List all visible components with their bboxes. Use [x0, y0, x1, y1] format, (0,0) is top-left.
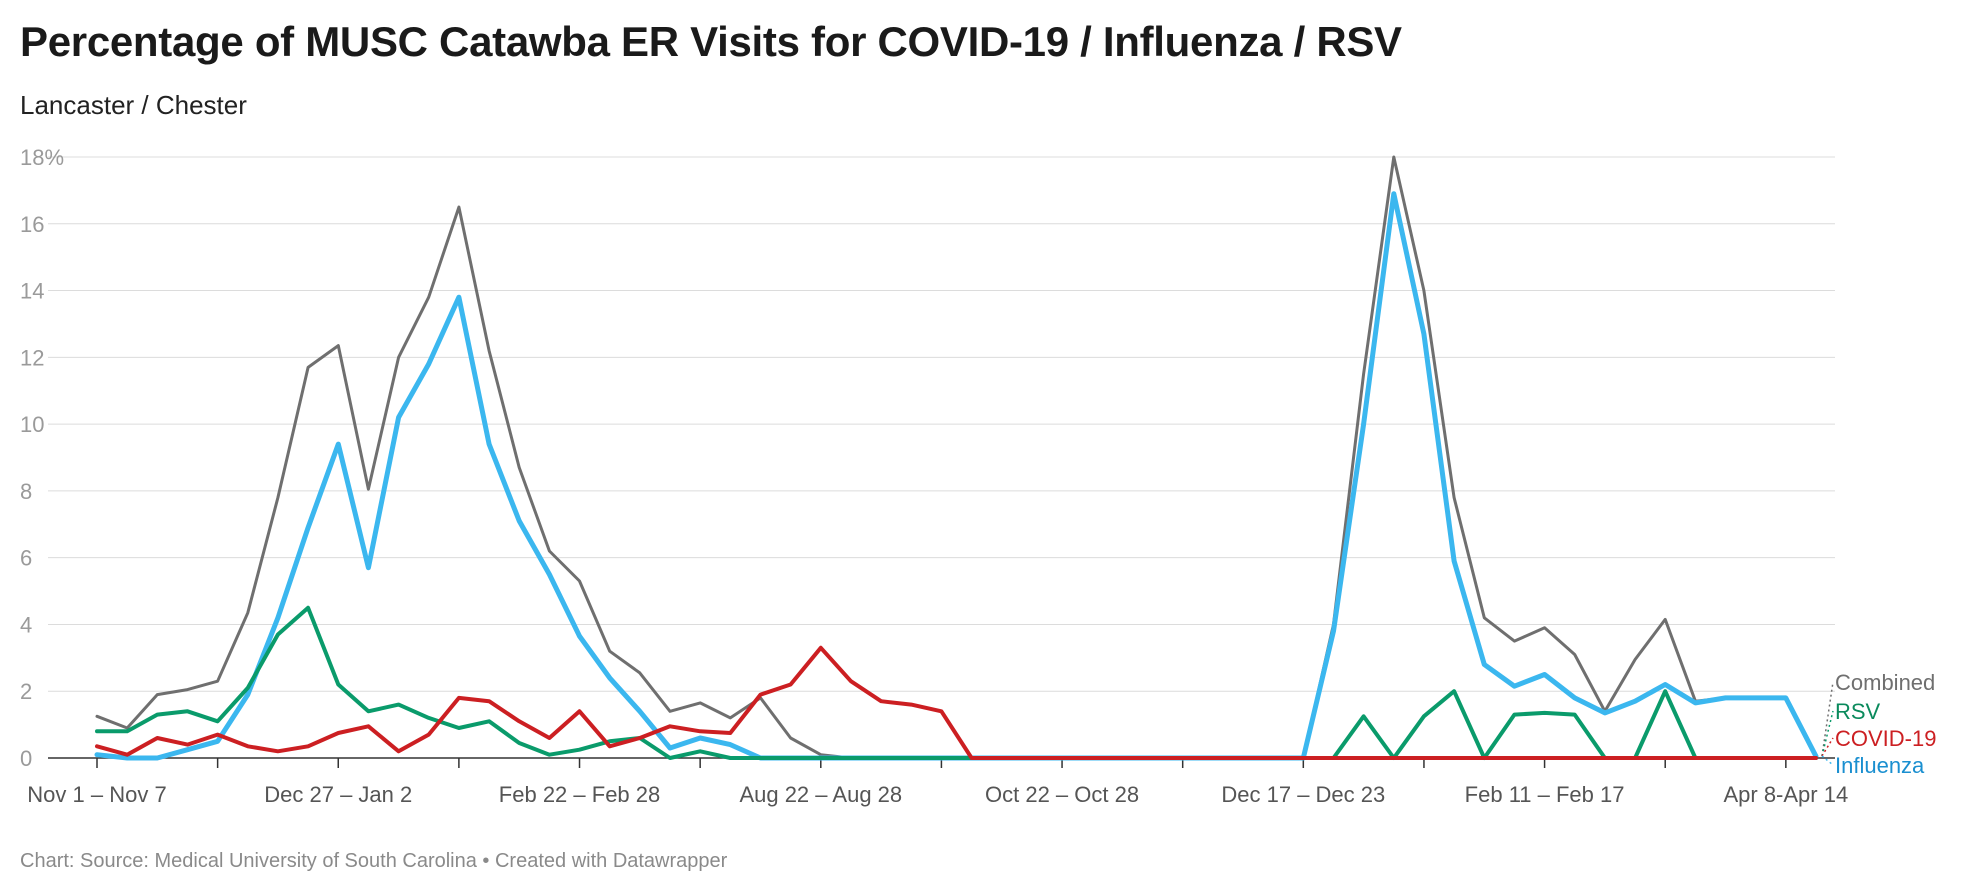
y-tick-label: 6: [20, 546, 32, 571]
chart-title: Percentage of MUSC Catawba ER Visits for…: [20, 18, 1402, 65]
y-tick-label: 16: [20, 212, 44, 237]
gridlines: [48, 156, 1835, 759]
y-tick-label: 4: [20, 612, 32, 637]
label-connector: [1821, 737, 1834, 757]
series-lines: [94, 155, 1819, 761]
y-axis: 18% 16 14 12 10 8 6 4 2 0: [20, 145, 64, 771]
y-tick-label: 0: [20, 746, 32, 771]
x-axis: Nov 1 – Nov 7 Dec 27 – Jan 2 Feb 22 – Feb …: [27, 758, 1848, 807]
chart-footer: Chart: Source: Medical University of Sou…: [20, 850, 728, 872]
y-tick-label: 12: [20, 345, 44, 370]
series-line-rsv: [95, 605, 1818, 760]
y-tick-label: 18%: [20, 145, 64, 170]
y-tick-label: 14: [20, 279, 44, 304]
y-tick-label: 10: [20, 412, 44, 437]
x-tick-label: Oct 22 – Oct 28: [985, 782, 1139, 807]
x-tick-label: Nov 1 – Nov 7: [27, 782, 166, 807]
line-chart: 18% 16 14 12 10 8 6 4 2 0 Nov 1 – Nov 7 Dec 27 – J…: [20, 145, 1936, 807]
y-tick-label: 8: [20, 479, 32, 504]
label-connector: [1821, 710, 1834, 757]
x-tick-label: Dec 27 – Jan 2: [264, 782, 412, 807]
series-label-covid-19: COVID-19: [1835, 726, 1936, 751]
label-connector: [1821, 755, 1834, 766]
label-connector: [1821, 681, 1834, 757]
series-line-covid-19: [95, 645, 1818, 760]
y-tick-label: 2: [20, 679, 32, 704]
x-tick-label: Aug 22 – Aug 28: [739, 782, 902, 807]
series-label-influenza: Influenza: [1835, 753, 1925, 778]
series-label-combined: Combined: [1835, 670, 1935, 695]
series-label-rsv: RSV: [1835, 699, 1881, 724]
series-line-combined: [95, 155, 1818, 760]
x-tick-label: Feb 22 – Feb 28: [499, 782, 660, 807]
x-tick-label: Dec 17 – Dec 23: [1221, 782, 1385, 807]
x-tick-label: Apr 8-Apr 14: [1723, 782, 1848, 807]
x-tick-label: Feb 11 – Feb 17: [1465, 782, 1625, 807]
chart-subtitle: Lancaster / Chester: [20, 90, 247, 120]
series-line-influenza: [94, 191, 1819, 761]
